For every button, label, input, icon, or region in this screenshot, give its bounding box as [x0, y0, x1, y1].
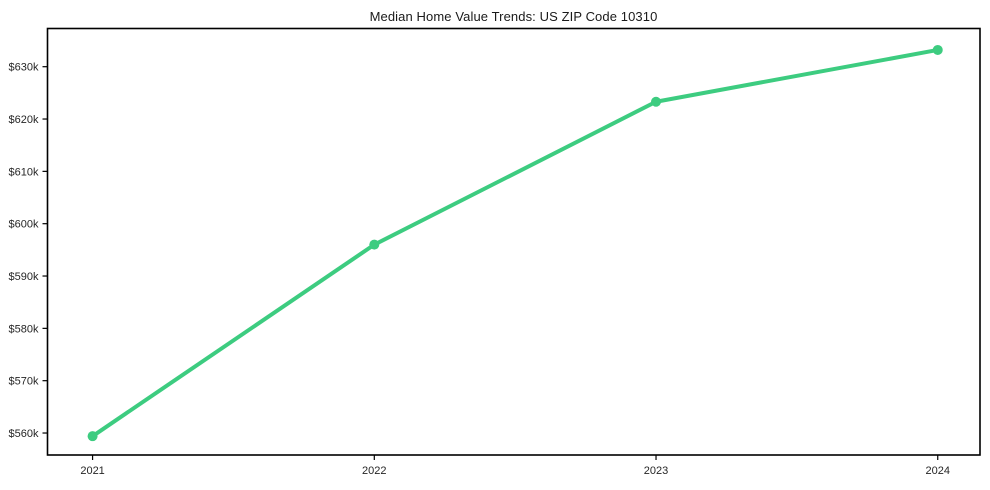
data-point-marker: [651, 96, 662, 107]
y-axis-tick-label: $560k: [9, 428, 39, 440]
chart-title: Median Home Value Trends: US ZIP Code 10…: [369, 9, 658, 24]
data-point-marker: [369, 239, 380, 250]
y-axis-tick-label: $610k: [9, 166, 39, 178]
y-axis-tick-label: $630k: [9, 62, 39, 74]
y-axis-tick-label: $600k: [9, 219, 39, 231]
x-axis-tick-label: 2024: [925, 465, 949, 477]
x-axis-tick-label: 2023: [644, 465, 668, 477]
trend-line: [90, 47, 940, 439]
data-point-marker: [932, 44, 943, 55]
y-axis-tick-label: $590k: [9, 271, 39, 283]
data-point-marker: [87, 431, 98, 442]
x-axis-tick-label: 2022: [362, 465, 386, 477]
y-axis-tick-label: $620k: [9, 114, 39, 126]
y-axis-tick-label: $570k: [9, 376, 39, 388]
plot-frame: [46, 27, 981, 456]
y-axis-tick-label: $580k: [9, 323, 39, 335]
x-axis-tick-label: 2021: [80, 465, 104, 477]
